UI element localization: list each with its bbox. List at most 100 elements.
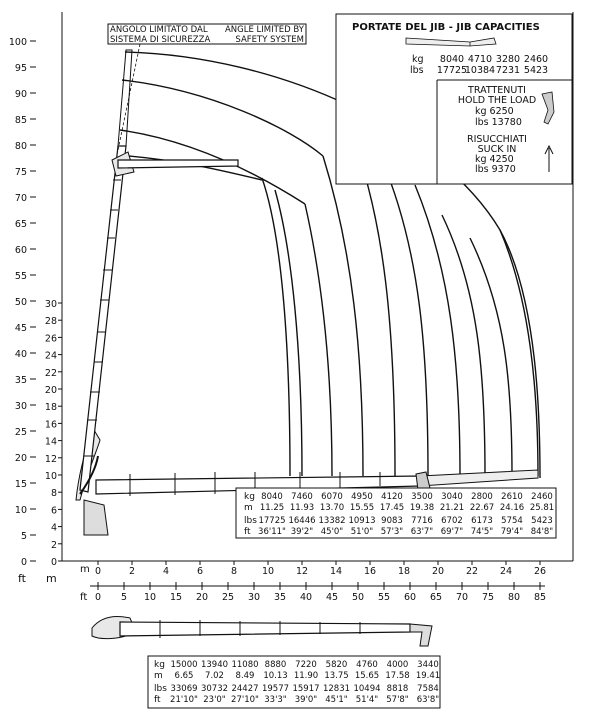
horizontal-crane-drawing	[91, 615, 433, 647]
lower-jib-extension	[419, 469, 539, 487]
bottom-m-tick-label: 18	[398, 566, 410, 577]
bottom-ft-tick-label: 65	[430, 592, 442, 603]
bottom-m-tick-label: 12	[296, 566, 308, 577]
bottom-m-tick-label: 2	[129, 566, 135, 577]
chart-frame	[61, 12, 574, 562]
main-table-ft-cell: 45'0"	[321, 527, 344, 537]
main-table-ft-cell: 63'7"	[411, 527, 434, 537]
main-table-kg-cell: 4120	[381, 492, 403, 502]
ft-tick-label: 40	[15, 349, 27, 360]
lower-table-lbs-cell: 15917	[292, 684, 319, 694]
lower-table-kg-cell: 15000	[170, 660, 197, 670]
m-tick-label: 26	[45, 333, 57, 344]
ft-tick-label: 85	[15, 115, 27, 126]
bottom-m-tick-label: 22	[466, 566, 478, 577]
m-tick-label: 8	[51, 488, 57, 499]
main-table-ft-cell: 74'5"	[471, 527, 494, 537]
m-tick-label: 22	[45, 368, 57, 379]
bottom-ft-tick-label: 45	[326, 592, 338, 603]
main-table-kg-cell: 4950	[351, 492, 373, 502]
ft-tick-label: 25	[15, 427, 27, 438]
lower-table-kg-cell: 7220	[295, 660, 317, 670]
drop-curve-2	[274, 189, 303, 477]
lower-table-kg-cell: 8880	[265, 660, 287, 670]
main-table-lbs-cell: 7716	[411, 516, 433, 526]
lower-table-m-label: m	[154, 671, 163, 681]
main-table-m-label: m	[244, 503, 253, 513]
main-table-kg-label: kg	[244, 492, 255, 502]
safety-note-en-line2: SAFETY SYSTEM	[235, 35, 304, 45]
drop-curve-7	[414, 184, 461, 477]
ft-tick-label: 20	[15, 453, 27, 464]
bottom-ft-tick-label: 10	[144, 592, 156, 603]
main-table-ft-cell: 57'3"	[381, 527, 404, 537]
lower-table-lbs-cell: 12831	[323, 684, 350, 694]
lower-table-m-cell: 17.58	[385, 671, 409, 681]
lower-table-kg-cell: 3440	[417, 660, 439, 670]
m-tick-label: 24	[45, 351, 57, 362]
main-table-kg-cell: 2610	[501, 492, 523, 502]
main-table-ft-cell: 69'7"	[441, 527, 464, 537]
lower-table-kg-cell: 4000	[387, 660, 409, 670]
m-tick-label: 0	[51, 557, 57, 568]
main-table-kg-cell: 2800	[471, 492, 493, 502]
drop-curves	[261, 129, 539, 477]
main-table-lbs-cell: 6173	[471, 516, 493, 526]
ft-tick-label: 30	[15, 401, 27, 412]
main-table-kg-cell: 3500	[411, 492, 433, 502]
safety-note: ANGOLO LIMITATO DAL SISTEMA DI SICUREZZA…	[107, 23, 307, 45]
main-table-ft-cell: 84'8"	[531, 527, 554, 537]
jib-kg-value: 4710	[468, 54, 492, 65]
jib-lbs-value: 5423	[524, 65, 548, 76]
ft-axis-label: ft	[18, 572, 27, 585]
bottom-ft-tick-label: 75	[482, 592, 494, 603]
main-table-kg-cell: 8040	[261, 492, 283, 502]
ft-tick-label: 90	[15, 89, 27, 100]
ft-tick-label: 100	[9, 37, 27, 48]
bottom-ft-tick-label: 70	[456, 592, 468, 603]
lower-table-lbs-cell: 33069	[170, 684, 197, 694]
lower-boom-section-marks	[159, 620, 361, 638]
suck-title-it: RISUCCHIATI	[467, 134, 527, 145]
main-table-m-cell: 13.70	[320, 503, 344, 513]
lower-table-kg-cell: 4760	[356, 660, 378, 670]
hold-kg: kg 6250	[475, 106, 514, 117]
m-tick-label: 30	[45, 299, 57, 310]
ft-tick-label: 80	[15, 141, 27, 152]
jib-hold-icon	[541, 91, 555, 125]
main-table-lbs-cell: 5754	[501, 516, 523, 526]
main-table-ft-cell: 36'11"	[258, 527, 286, 537]
lower-table-ft-cell: 57'8"	[386, 695, 409, 705]
boom-section-marks	[84, 179, 121, 457]
crane-base	[83, 499, 109, 536]
lower-table-lbs-cell: 10494	[353, 684, 380, 694]
main-table-lbs-cell: 17725	[258, 516, 285, 526]
drop-curve-6	[381, 159, 429, 477]
lower-table-m-cell: 11.90	[294, 671, 318, 681]
drop-curve-3	[304, 203, 333, 477]
main-table-m-cell: 11.25	[260, 503, 284, 513]
ft-tick-label: 60	[15, 245, 27, 256]
lower-table-kg-label: kg	[154, 660, 165, 670]
ft-tick-label: 10	[15, 505, 27, 516]
lower-table-m-cell: 13.75	[324, 671, 348, 681]
main-table-kg-cell: 3040	[441, 492, 463, 502]
lower-table-ft-cell: 33'3"	[264, 695, 287, 705]
bottom-ft-tick-label: 40	[300, 592, 312, 603]
drop-curve-4	[322, 155, 364, 477]
main-table-kg-cell: 7460	[291, 492, 313, 502]
lower-boom-body	[119, 621, 411, 637]
lower-table-ft-cell: 21'10"	[170, 695, 198, 705]
jib-kg-value: 2460	[524, 54, 548, 65]
hold-title-it: TRATTENUTI	[467, 85, 526, 96]
lower-boom-marks	[129, 472, 381, 496]
bottom-m-tick-label: 8	[231, 566, 237, 577]
lower-table-ft-cell: 39'0"	[295, 695, 318, 705]
bottom-ft-axis: 0 5 10 15 20 25 30 35 40 45 50 55 60 65 70 75 80 85	[90, 582, 546, 603]
m-tick-label: 28	[45, 316, 57, 327]
crane-cylinder	[79, 455, 99, 495]
envelope-curve-3	[119, 129, 306, 205]
main-table-lbs-cell: 13382	[318, 516, 345, 526]
m-tick-label: 10	[45, 471, 57, 482]
